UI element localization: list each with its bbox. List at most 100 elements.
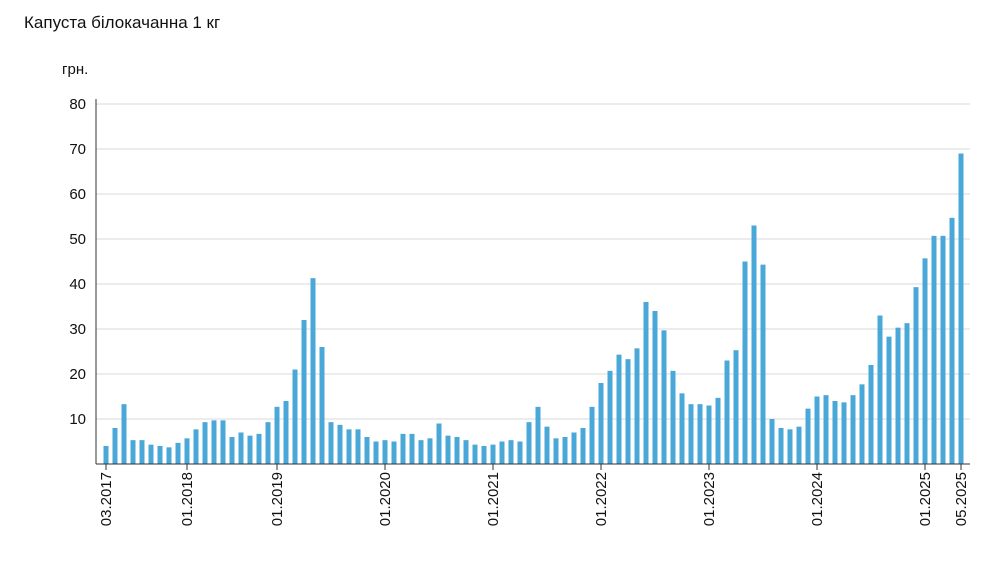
bar xyxy=(418,440,424,464)
bar xyxy=(904,323,910,464)
x-tick-label: 05.2025 xyxy=(953,472,970,526)
bar xyxy=(319,347,325,464)
bar xyxy=(247,435,253,464)
bar xyxy=(445,435,451,464)
bar xyxy=(130,440,136,464)
bar xyxy=(814,396,820,464)
bar xyxy=(562,437,568,464)
bar xyxy=(706,405,712,464)
bar xyxy=(220,420,226,464)
bar xyxy=(256,433,262,464)
bar xyxy=(769,419,775,464)
bar xyxy=(301,320,307,464)
bar xyxy=(292,369,298,464)
bar xyxy=(526,422,532,464)
bar xyxy=(670,370,676,464)
y-tick-label: 50 xyxy=(69,231,86,248)
bar xyxy=(274,406,280,464)
x-tick-label: 01.2022 xyxy=(593,472,610,526)
x-tick-label: 01.2019 xyxy=(269,472,286,526)
bar xyxy=(463,440,469,464)
bar xyxy=(913,287,919,464)
bar xyxy=(787,429,793,464)
bar xyxy=(733,350,739,464)
bar xyxy=(121,404,127,464)
bar xyxy=(409,433,415,464)
y-tick-label: 20 xyxy=(69,366,86,383)
bar xyxy=(391,441,397,464)
bar xyxy=(751,225,757,464)
bar xyxy=(238,432,244,464)
bar xyxy=(715,397,721,464)
bar xyxy=(472,444,478,464)
bar xyxy=(778,428,784,464)
x-tick-label: 01.2025 xyxy=(917,472,934,526)
y-tick-label: 80 xyxy=(69,96,86,113)
bar xyxy=(796,426,802,464)
bar xyxy=(850,395,856,464)
bar xyxy=(400,433,406,464)
bar xyxy=(625,359,631,464)
bar xyxy=(949,217,955,464)
x-tick-label: 01.2020 xyxy=(377,472,394,526)
bar xyxy=(832,401,838,464)
bar xyxy=(661,330,667,464)
y-axis-label: грн. xyxy=(62,61,88,78)
bar xyxy=(364,437,370,464)
bar xyxy=(499,441,505,464)
bar xyxy=(103,446,109,464)
bar xyxy=(580,428,586,464)
bar xyxy=(202,422,208,464)
bar xyxy=(688,404,694,464)
bar xyxy=(436,423,442,464)
bar xyxy=(283,401,289,464)
x-tick-label: 01.2018 xyxy=(179,472,196,526)
bar xyxy=(382,440,388,464)
y-tick-label: 70 xyxy=(69,141,86,158)
bar xyxy=(454,437,460,464)
bar xyxy=(427,438,433,464)
bar xyxy=(157,446,163,464)
bar xyxy=(679,393,685,464)
bar xyxy=(544,426,550,464)
bar xyxy=(643,302,649,464)
bar xyxy=(634,348,640,464)
bar xyxy=(859,384,865,464)
bar xyxy=(940,235,946,464)
bar xyxy=(589,406,595,464)
bar xyxy=(931,235,937,464)
y-tick-label: 40 xyxy=(69,276,86,293)
bar xyxy=(490,444,496,464)
bar xyxy=(652,311,658,464)
bar xyxy=(148,444,154,464)
chart-title: Капуста білокачанна 1 кг xyxy=(24,13,220,32)
y-tick-label: 60 xyxy=(69,186,86,203)
bar xyxy=(346,429,352,464)
bar xyxy=(616,354,622,464)
bar xyxy=(607,370,613,464)
bar xyxy=(697,404,703,464)
bar xyxy=(877,315,883,464)
bar xyxy=(895,327,901,464)
bar xyxy=(139,440,145,464)
bar xyxy=(535,406,541,464)
bar xyxy=(598,383,604,464)
x-tick-label: 01.2021 xyxy=(485,472,502,526)
x-tick-label: 03.2017 xyxy=(98,472,115,526)
bar xyxy=(724,360,730,464)
bar xyxy=(571,432,577,464)
bar xyxy=(742,261,748,464)
bar xyxy=(310,278,316,464)
bar xyxy=(760,264,766,464)
bar xyxy=(328,422,334,464)
bar xyxy=(958,153,964,464)
bar xyxy=(841,402,847,464)
bar xyxy=(184,438,190,464)
bar xyxy=(922,258,928,464)
bar xyxy=(823,395,829,464)
y-tick-label: 10 xyxy=(69,411,86,428)
bar xyxy=(481,446,487,464)
y-tick-label: 30 xyxy=(69,321,86,338)
bar xyxy=(265,422,271,464)
